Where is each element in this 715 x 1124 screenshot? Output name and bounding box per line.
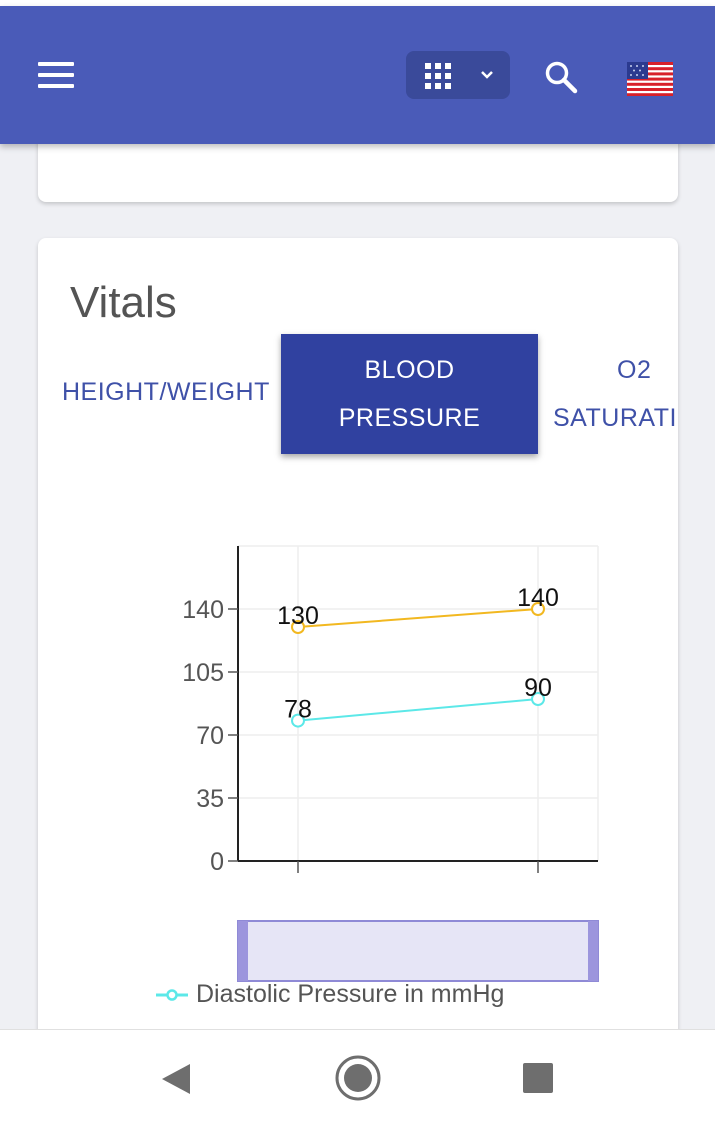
grid-apps-icon [425, 63, 451, 89]
vitals-title: Vitals [70, 278, 177, 327]
legend-line-marker-icon [156, 988, 188, 1001]
tab-blood-pressure[interactable]: BLOOD PRESSURE [281, 334, 538, 454]
tab-o2-label-line1: O2 [617, 356, 652, 384]
legend-label: Diastolic Pressure in mmHg [196, 980, 505, 1008]
series-line [297, 698, 539, 722]
data-label: 140 [517, 584, 559, 612]
data-point [291, 713, 305, 728]
series-line [297, 608, 539, 628]
tab-o2-label-line2: SATURATION [553, 404, 678, 432]
blood-pressure-chart: 0 35 70 105 140 130 140 78 90 [182, 545, 599, 982]
brush-handle-left[interactable] [238, 921, 248, 981]
data-label: 130 [277, 602, 319, 630]
app-bar [0, 6, 715, 144]
chevron-down-icon [481, 71, 493, 79]
apps-switcher-button[interactable] [406, 51, 510, 99]
tab-blood-pressure-label-line2: PRESSURE [338, 404, 481, 432]
y-tick-label: 105 [182, 659, 224, 687]
us-flag-icon[interactable] [627, 62, 673, 96]
data-label: 90 [524, 674, 552, 702]
tab-height-weight-label: HEIGHT/WEIGHT [62, 378, 270, 406]
brush-handle-right[interactable] [588, 921, 598, 981]
chart-brush-range [237, 920, 599, 982]
home-circle-icon[interactable] [334, 1054, 382, 1102]
status-bar [0, 0, 715, 6]
y-tick-label: 70 [196, 722, 224, 750]
search-icon[interactable] [544, 60, 578, 94]
y-tick-label: 0 [210, 848, 224, 876]
data-point [531, 692, 545, 706]
y-tick-label: 140 [182, 596, 224, 624]
tab-o2-saturation[interactable]: O2 SATURATION [553, 346, 678, 442]
tab-height-weight[interactable]: HEIGHT/WEIGHT [62, 368, 270, 416]
data-point [531, 602, 545, 616]
data-point [291, 620, 305, 634]
y-tick-label: 35 [196, 785, 224, 813]
chart-legend[interactable]: Diastolic Pressure in mmHg [156, 980, 504, 1009]
tab-blood-pressure-label-line1: BLOOD [364, 356, 455, 384]
recents-square-icon[interactable] [522, 1062, 554, 1094]
hamburger-menu-icon[interactable] [38, 58, 76, 92]
back-triangle-icon[interactable] [160, 1062, 192, 1096]
system-navigation-bar [0, 1029, 715, 1124]
data-label: 78 [284, 696, 312, 724]
vitals-card: Vitals HEIGHT/WEIGHT BLOOD PRESSURE O2 S… [38, 238, 678, 1058]
